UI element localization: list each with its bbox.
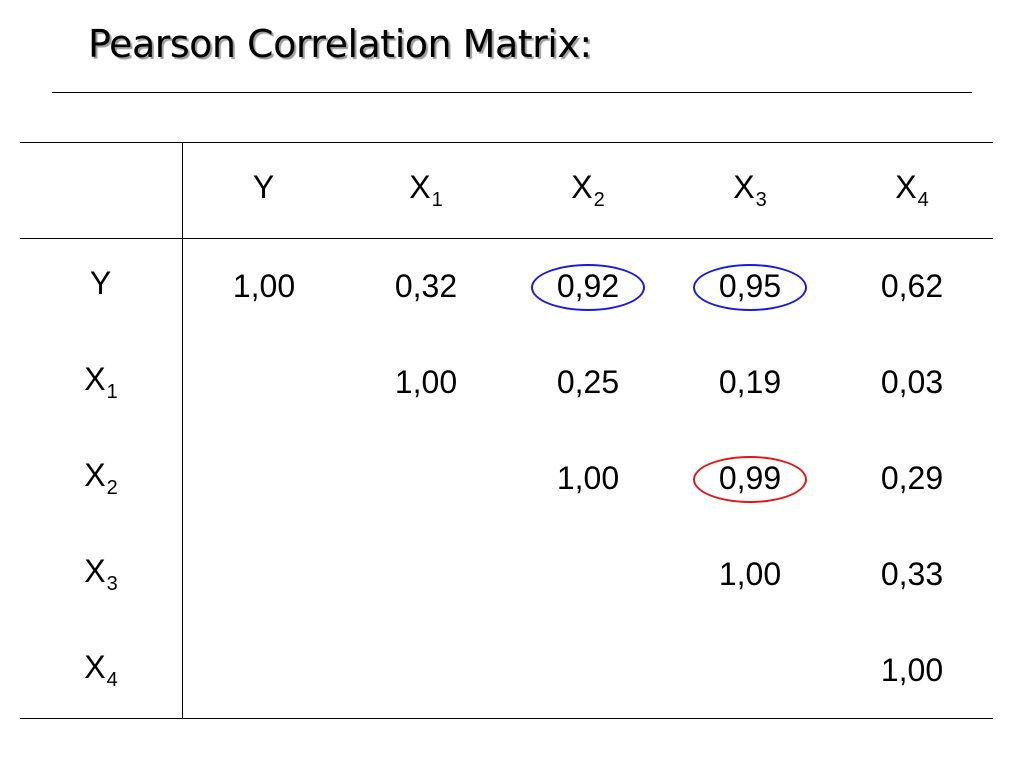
matrix-cell-x3-x3: 1,00: [669, 527, 831, 623]
matrix-cell-y-y: 1,00: [183, 239, 346, 335]
correlation-value: 0,62: [871, 268, 953, 305]
row-header-x1: X1: [20, 334, 183, 431]
row-header-subscript: 2: [106, 477, 118, 499]
row-header-base: X: [84, 648, 106, 685]
correlation-matrix: Y X1 X2 X3 X4 Y 1,00 0,32 0,92 0,95 0,62 X1 1,0…: [20, 142, 993, 719]
matrix-cell-x4-x3: [669, 622, 831, 719]
row-header-base: Y: [89, 265, 112, 302]
matrix-cell-x2-x3: 0,99: [669, 431, 831, 527]
matrix-row-y: Y 1,00 0,32 0,92 0,95 0,62: [20, 238, 993, 335]
correlation-value: 1,00: [223, 268, 305, 305]
correlation-value: 0,29: [871, 460, 953, 497]
correlation-value: 0,99: [692, 456, 808, 503]
correlation-value: 0,25: [547, 364, 629, 401]
correlation-value-text: 0,62: [880, 268, 944, 305]
row-header-x3: X3: [20, 526, 183, 623]
correlation-value-text: 1,00: [556, 460, 620, 496]
correlation-value-text: 0,29: [880, 460, 944, 496]
correlation-value: 0,03: [871, 364, 953, 401]
correlation-value: 0,32: [385, 268, 467, 305]
row-header-base: X: [84, 457, 106, 493]
correlation-value: 1,00: [385, 364, 467, 401]
column-header-base: Y: [252, 169, 275, 205]
correlation-value: 1,00: [547, 460, 629, 497]
matrix-cell-x3-x2: [507, 527, 669, 623]
correlation-value: 1,00: [871, 652, 953, 689]
correlation-value-text: 0,19: [718, 364, 782, 400]
correlation-value-text: 0,99: [718, 460, 782, 496]
correlation-value-text: 1,00: [232, 268, 296, 305]
matrix-cell-y-x3: 0,95: [669, 239, 831, 335]
correlation-value: 0,19: [709, 364, 791, 401]
matrix-row-x2: X2 1,00 0,99 0,29: [20, 430, 993, 527]
correlation-value-text: 0,32: [394, 268, 458, 305]
column-header-base: X: [571, 169, 593, 205]
row-header-x2: X2: [20, 430, 183, 527]
matrix-cell-x1-x3: 0,19: [669, 335, 831, 431]
matrix-cell-x2-x1: [345, 431, 507, 527]
row-header-subscript: 4: [106, 668, 118, 691]
correlation-value-text: 1,00: [394, 364, 458, 400]
row-header-x4: X4: [20, 622, 183, 719]
correlation-value-text: 0,92: [556, 268, 620, 305]
column-header-subscript: 2: [593, 189, 605, 211]
correlation-value: 0,33: [871, 556, 953, 593]
matrix-cell-y-x4: 0,62: [831, 239, 993, 335]
matrix-body: Y 1,00 0,32 0,92 0,95 0,62 X1 1,00 0,25 0,19 0,03 X…: [20, 238, 993, 719]
column-header-subscript: 3: [755, 189, 767, 211]
row-header-subscript: 1: [106, 381, 118, 403]
matrix-cell-x3-y: [183, 527, 346, 623]
matrix-cell-x1-y: [183, 335, 346, 431]
column-header-x1: X1: [345, 142, 507, 239]
matrix-cell-x2-y: [183, 431, 346, 527]
correlation-value-text: 1,00: [718, 556, 782, 592]
correlation-value-text: 1,00: [880, 651, 944, 688]
column-header-x2: X2: [507, 142, 669, 239]
matrix-cell-y-x1: 0,32: [345, 239, 507, 335]
row-header-base: X: [84, 361, 106, 397]
matrix-row-x3: X3 1,00 0,33: [20, 526, 993, 623]
correlation-value-text: 0,03: [880, 364, 944, 400]
column-header-base: X: [409, 169, 431, 205]
slide-title: Pearson Correlation Matrix:: [88, 22, 592, 66]
matrix-cell-x1-x2: 0,25: [507, 335, 669, 431]
matrix-cell-x3-x4: 0,33: [831, 527, 993, 623]
matrix-cell-x4-x2: [507, 622, 669, 719]
column-header-y: Y: [182, 142, 345, 239]
column-header-subscript: 4: [917, 189, 929, 211]
row-header-base: X: [84, 553, 106, 589]
matrix-cell-x2-x4: 0,29: [831, 431, 993, 527]
correlation-value: 0,92: [530, 264, 646, 312]
header-row: Y X1 X2 X3 X4: [20, 142, 993, 239]
matrix-cell-x4-x4: 1,00: [831, 622, 993, 719]
column-header-base: X: [895, 169, 917, 205]
correlation-value: 0,95: [692, 264, 808, 312]
matrix-cell-y-x2: 0,92: [507, 239, 669, 335]
matrix-cell-x2-x2: 1,00: [507, 431, 669, 527]
column-header-base: X: [733, 169, 755, 205]
matrix-cell-x4-y: [182, 622, 345, 719]
correlation-value-text: 0,25: [556, 364, 620, 400]
correlation-value: 1,00: [709, 556, 791, 593]
matrix-cell-x1-x4: 0,03: [831, 335, 993, 431]
matrix-cell-x4-x1: [345, 622, 507, 719]
column-header-x3: X3: [669, 142, 831, 239]
correlation-value-text: 0,95: [718, 268, 782, 305]
matrix-cell-x1-x1: 1,00: [345, 335, 507, 431]
correlation-value-text: 0,33: [880, 556, 944, 592]
title-divider: [52, 92, 972, 93]
row-header-y: Y: [20, 238, 183, 335]
column-header-subscript: 1: [431, 189, 443, 211]
matrix-row-x4: X4 1,00: [20, 622, 993, 719]
matrix-cell-x3-x1: [345, 527, 507, 623]
corner-cell: [20, 142, 183, 239]
column-header-x4: X4: [831, 142, 993, 239]
matrix-row-x1: X1 1,00 0,25 0,19 0,03: [20, 334, 993, 431]
row-header-subscript: 3: [106, 573, 118, 595]
